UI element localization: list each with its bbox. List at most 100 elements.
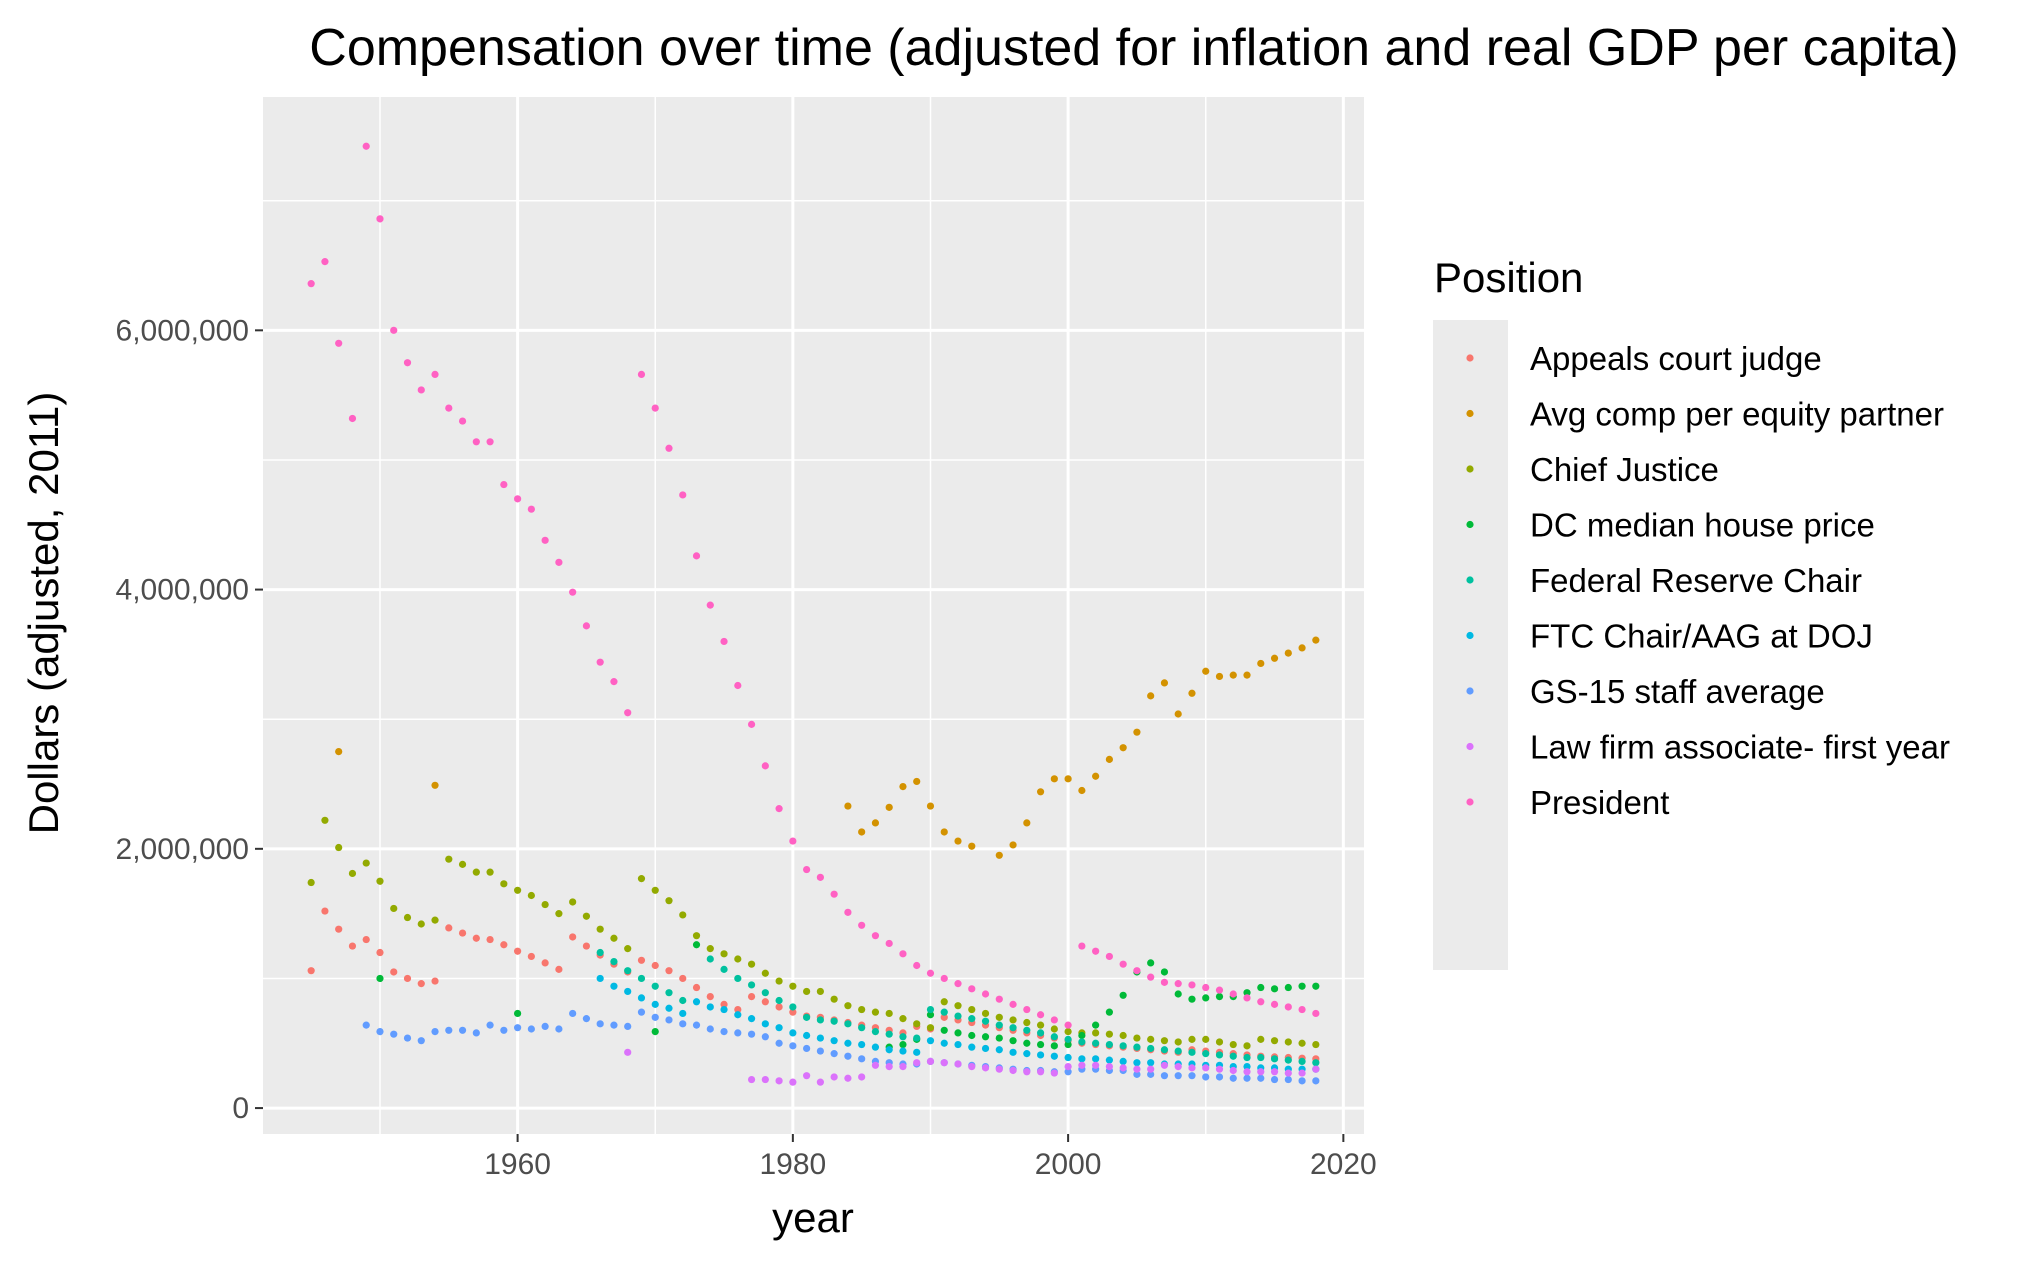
data-point: [596, 974, 604, 983]
data-point: [1229, 990, 1237, 998]
data-point: [747, 981, 756, 989]
data-point: [514, 886, 522, 894]
data-point: [1243, 671, 1251, 679]
data-point: [1064, 1035, 1072, 1043]
data-point: [1174, 1062, 1182, 1071]
data-point: [637, 370, 646, 378]
data-point: [761, 969, 769, 977]
data-point: [1050, 1069, 1058, 1077]
data-point: [1160, 1046, 1169, 1054]
data-point: [445, 1026, 453, 1034]
data-point: [995, 1021, 1003, 1029]
data-point: [486, 438, 494, 446]
data-point: [1147, 1070, 1155, 1078]
data-point: [1050, 1016, 1058, 1024]
data-point: [335, 843, 343, 852]
data-point: [390, 968, 398, 976]
data-point: [1050, 1025, 1058, 1033]
data-point: [954, 1040, 962, 1049]
data-point: [1160, 978, 1169, 986]
data-point: [1188, 995, 1196, 1003]
data-point: [871, 819, 880, 827]
data-point: [665, 444, 673, 452]
data-point: [871, 1008, 880, 1016]
data-point: [1160, 968, 1169, 976]
data-point: [431, 781, 439, 789]
data-point: [417, 980, 425, 988]
data-point: [679, 911, 687, 919]
data-point: [514, 495, 522, 503]
data-point: [1064, 1027, 1072, 1036]
data-point: [665, 897, 673, 905]
data-point: [321, 816, 329, 824]
data-point: [610, 982, 618, 990]
data-point: [665, 1016, 673, 1024]
data-point: [1188, 981, 1196, 989]
data-point: [486, 1021, 494, 1029]
legend-key-5: [1466, 631, 1474, 640]
legend-key-background: [1433, 320, 1508, 970]
data-point: [569, 933, 577, 941]
data-point: [871, 1061, 880, 1069]
data-point: [1119, 1064, 1127, 1072]
data-point: [995, 995, 1003, 1003]
data-point: [1270, 1055, 1279, 1063]
data-point: [403, 359, 412, 367]
data-point: [761, 762, 769, 770]
data-point: [968, 1062, 976, 1071]
data-point: [1023, 1005, 1031, 1014]
x-axis-title: year: [772, 1194, 854, 1241]
data-point: [1188, 1048, 1196, 1056]
data-point: [1229, 1066, 1237, 1075]
data-point: [706, 1025, 714, 1033]
data-point: [458, 860, 467, 868]
data-point: [720, 950, 728, 958]
data-point: [775, 1077, 783, 1085]
data-point: [1298, 1069, 1306, 1077]
data-point: [844, 1020, 852, 1028]
data-point: [775, 1003, 783, 1011]
data-point: [1023, 1039, 1031, 1047]
data-point: [679, 491, 687, 499]
data-point: [458, 417, 467, 425]
data-point: [582, 942, 591, 950]
data-point: [747, 960, 756, 968]
data-point: [1298, 1057, 1306, 1066]
data-point: [858, 921, 866, 929]
data-point: [720, 1005, 728, 1014]
data-point: [981, 1009, 990, 1018]
data-point: [1105, 1062, 1113, 1071]
y-tick-label: 2,000,000: [116, 833, 249, 866]
data-point: [858, 1073, 866, 1081]
data-point: [1257, 1053, 1265, 1062]
data-point: [830, 890, 838, 898]
data-point: [913, 961, 921, 970]
data-point: [1257, 998, 1265, 1006]
data-point: [1270, 1000, 1279, 1008]
data-point: [1050, 1052, 1058, 1060]
legend-key-8: [1466, 798, 1474, 806]
data-point: [871, 1043, 880, 1051]
data-point: [1243, 1042, 1251, 1050]
data-point: [527, 1025, 535, 1033]
data-point: [968, 1031, 976, 1040]
series-5: [596, 974, 1320, 1073]
data-point: [362, 142, 370, 150]
legend-label-8: President: [1530, 784, 1669, 821]
data-point: [981, 1017, 990, 1025]
data-point: [734, 681, 742, 690]
data-point: [1229, 671, 1237, 679]
data-point: [761, 1033, 769, 1041]
data-point: [376, 215, 384, 223]
data-point: [789, 1029, 797, 1037]
data-point: [1229, 1052, 1237, 1060]
data-point: [1202, 983, 1210, 992]
data-point: [1188, 1035, 1196, 1043]
data-point: [816, 1078, 824, 1086]
data-point: [1023, 1068, 1031, 1076]
data-point: [651, 1027, 659, 1036]
data-point: [981, 1064, 990, 1072]
data-point: [1009, 841, 1017, 849]
data-point: [1119, 1031, 1127, 1040]
